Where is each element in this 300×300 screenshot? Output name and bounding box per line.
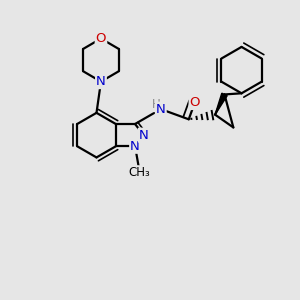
Text: N: N	[156, 103, 166, 116]
Text: N: N	[139, 129, 148, 142]
Text: CH₃: CH₃	[129, 166, 150, 179]
Text: H: H	[152, 98, 161, 111]
Text: N: N	[130, 140, 140, 153]
Polygon shape	[215, 93, 227, 115]
Text: O: O	[190, 96, 200, 109]
Text: N: N	[96, 75, 106, 88]
Text: O: O	[96, 32, 106, 45]
